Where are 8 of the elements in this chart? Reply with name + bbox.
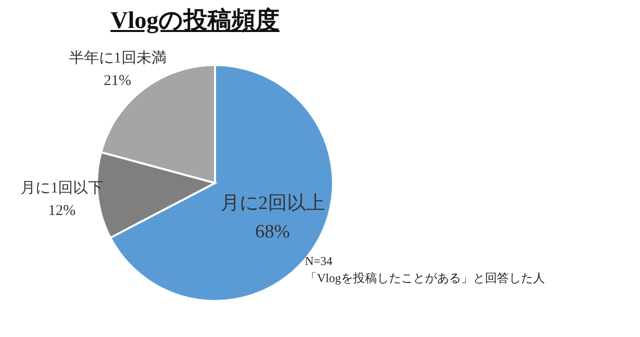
text: N=34 bbox=[305, 253, 334, 270]
slice-label: 半年に1回未満 bbox=[68, 50, 166, 67]
chart-title: Vlogの投稿頻度 bbox=[110, 6, 280, 36]
slice-label: 月に2回以上 bbox=[220, 193, 325, 214]
text: 「Vlogを投稿したことがある」と回答した人 bbox=[305, 270, 545, 287]
data-label: 68% bbox=[255, 222, 290, 243]
data-label: 21% bbox=[104, 73, 132, 90]
data-label: 12% bbox=[48, 203, 76, 220]
